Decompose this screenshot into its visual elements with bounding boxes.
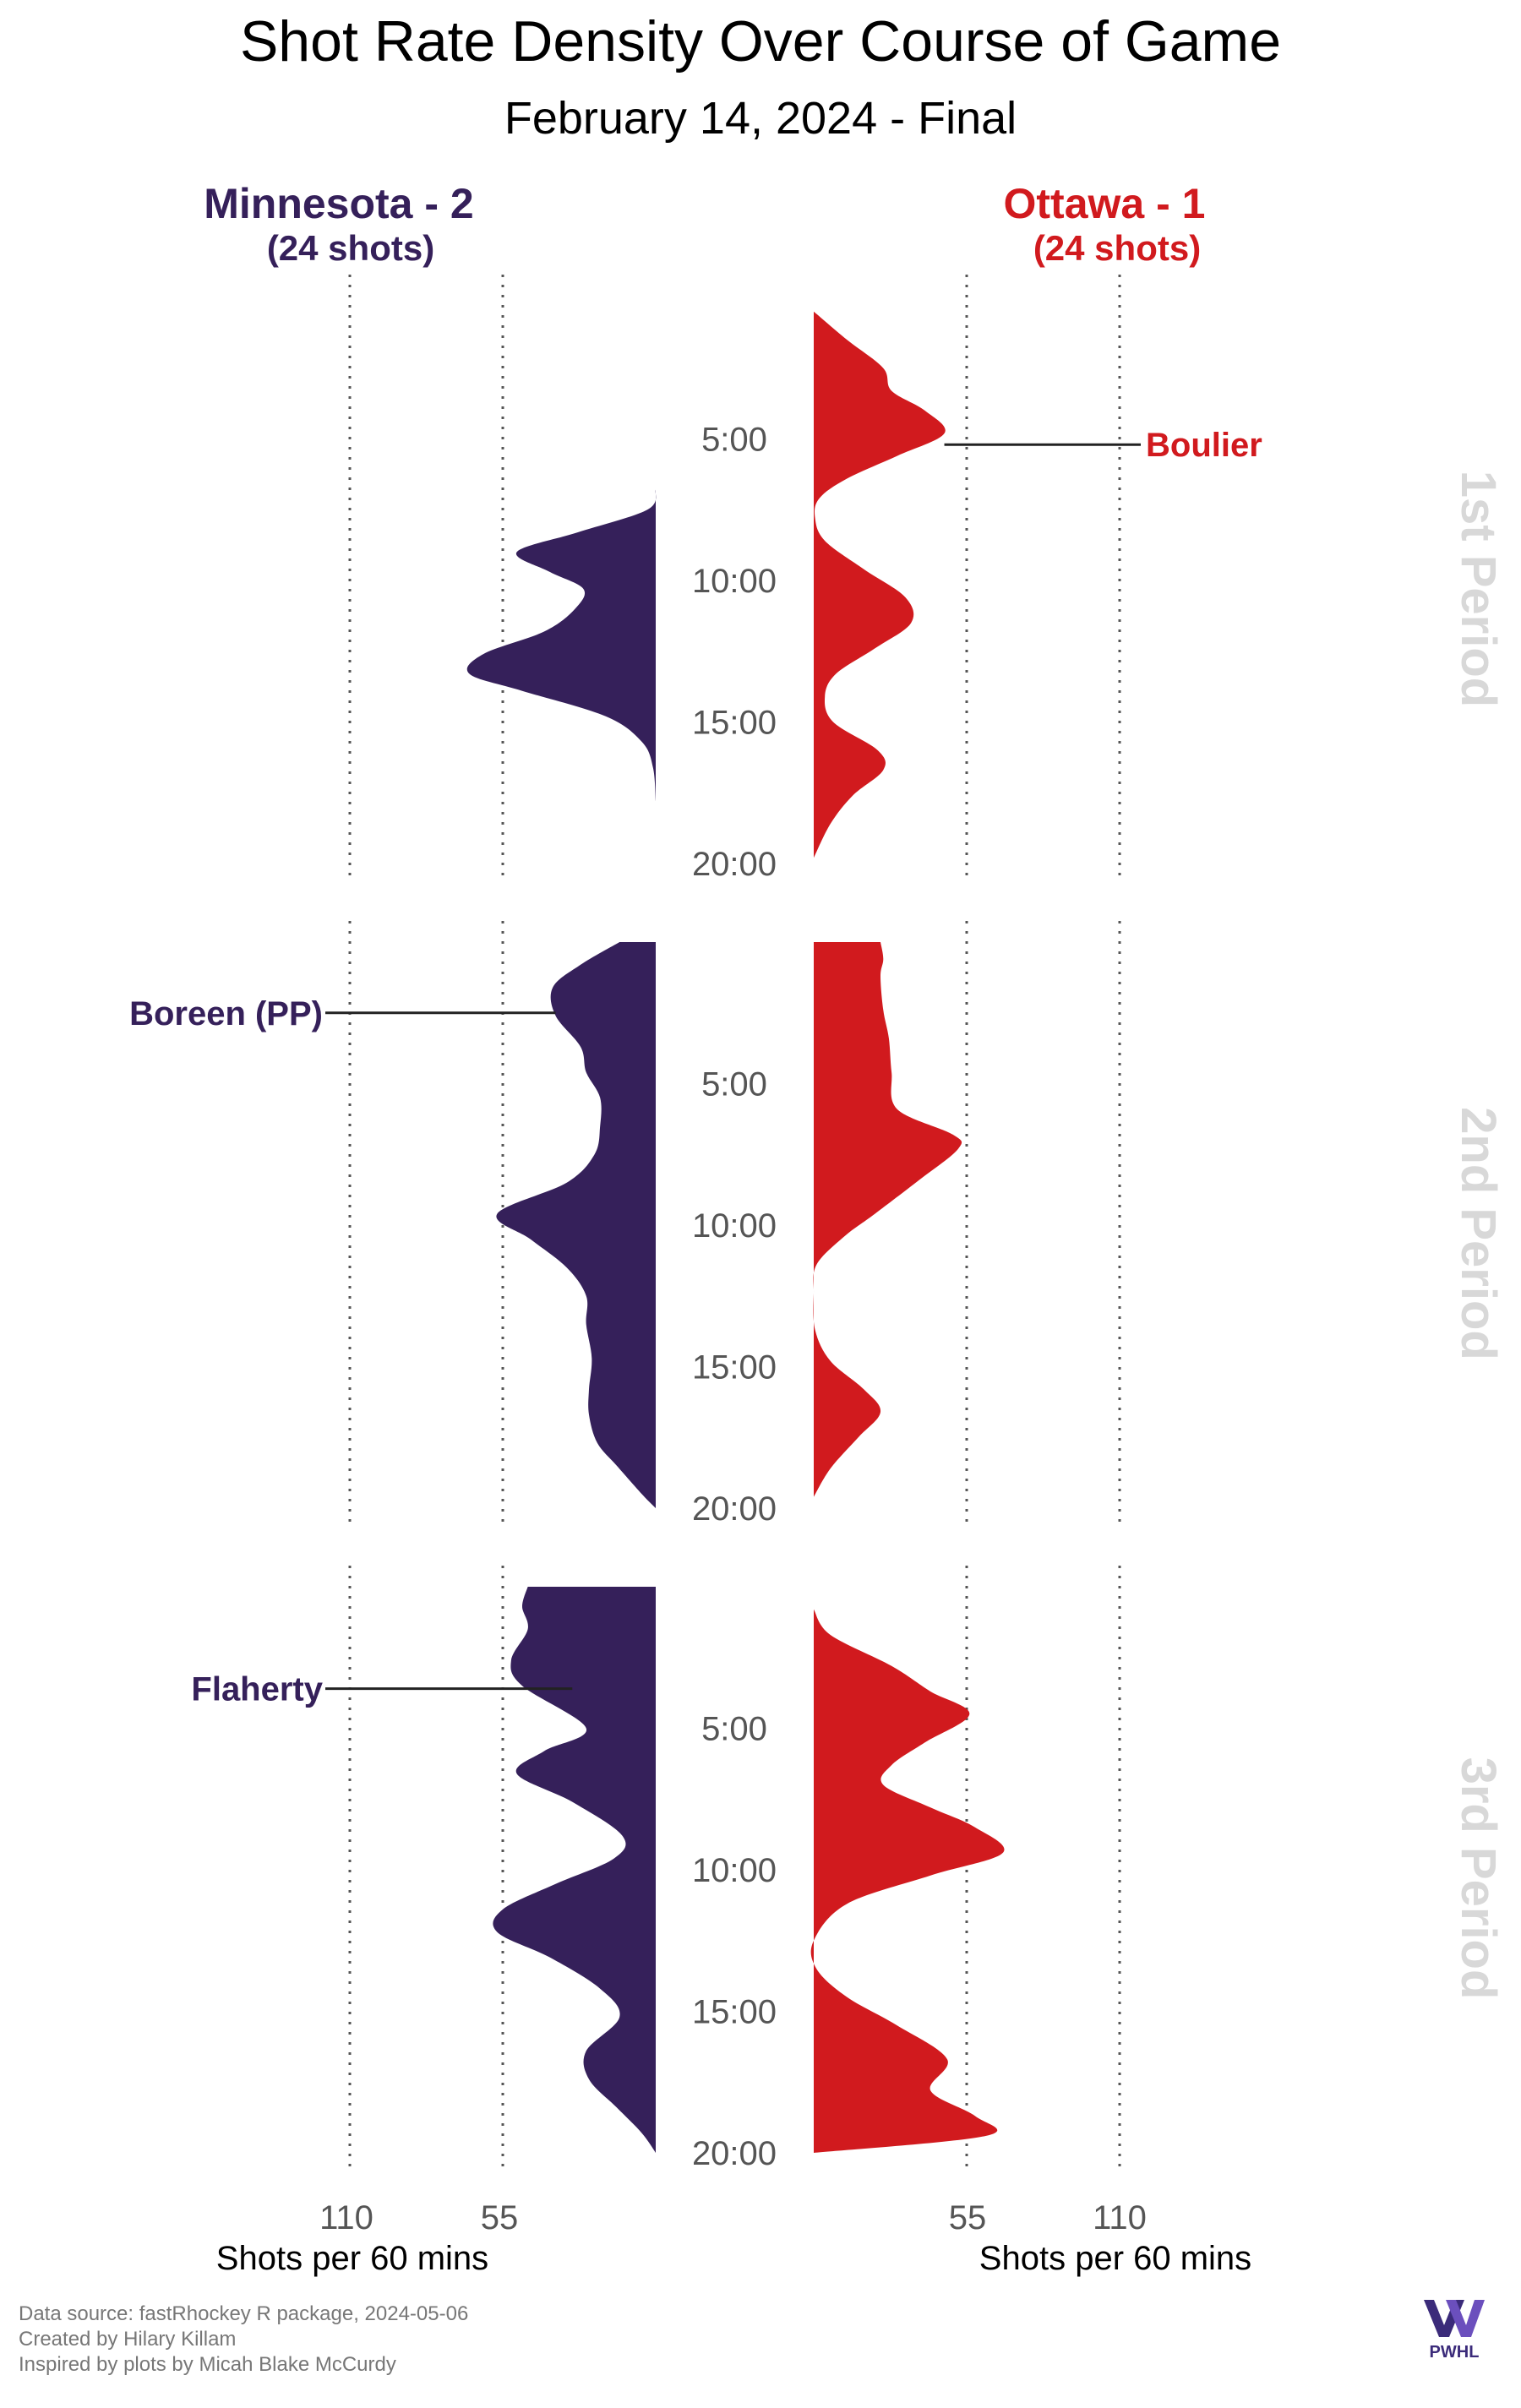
time-tick-label: 15:00 — [692, 1349, 777, 1387]
goal-label: Boreen (PP) — [129, 995, 323, 1032]
left-axis-title: Shots per 60 mins — [216, 2240, 488, 2277]
away-density-area-period-3 — [810, 1609, 1005, 2153]
left-axis-tick-55: 55 — [481, 2199, 519, 2236]
credit-inspired-by: Inspired by plots by Micah Blake McCurdy — [19, 2353, 396, 2376]
time-tick-label: 5:00 — [701, 422, 767, 459]
time-tick-label: 10:00 — [692, 563, 777, 600]
time-tick-label: 20:00 — [692, 2135, 777, 2172]
right-axis-title: Shots per 60 mins — [979, 2240, 1251, 2277]
pwhl-logo-text: PWHL — [1430, 2343, 1480, 2362]
density-areas — [466, 311, 1005, 2153]
home-density-area-period-1 — [466, 489, 657, 802]
away-shots-label: (24 shots) — [1033, 228, 1201, 268]
chart-title: Shot Rate Density Over Course of Game — [240, 9, 1281, 74]
time-tick-label: 10:00 — [692, 1207, 777, 1245]
right-axis-tick-110: 110 — [1093, 2199, 1147, 2236]
time-ticks: 5:00 10:00 15:00 20:00 5:00 10:00 15:00 20:00 5:… — [692, 422, 777, 2173]
time-tick-label: 20:00 — [692, 846, 777, 883]
period-labels: 1st Period 2nd Period 3rd Period — [1451, 471, 1506, 2000]
home-shots-label: (24 shots) — [267, 228, 434, 268]
time-tick-label: 15:00 — [692, 705, 777, 742]
period-label-1: 1st Period — [1451, 471, 1506, 707]
away-density-area-period-1 — [814, 311, 946, 858]
home-density-area-period-3 — [493, 1587, 656, 2153]
left-axis-tick-110: 110 — [319, 2199, 373, 2236]
time-tick-label: 5:00 — [701, 1066, 767, 1103]
time-tick-label: 15:00 — [692, 1994, 777, 2031]
goal-label: Flaherty — [191, 1671, 323, 1708]
right-axis-tick-55: 55 — [949, 2199, 987, 2236]
period-label-3: 3rd Period — [1451, 1757, 1506, 2000]
credit-data-source: Data source: fastRhockey R package, 2024… — [19, 2302, 468, 2325]
credit-created-by: Created by Hilary Killam — [19, 2328, 236, 2351]
time-tick-label: 5:00 — [701, 1711, 767, 1748]
away-team-label: Ottawa - 1 — [1004, 180, 1206, 227]
time-tick-label: 20:00 — [692, 1490, 777, 1528]
pwhl-logo: PWHL — [1424, 2300, 1485, 2362]
chart-subtitle: February 14, 2024 - Final — [504, 93, 1017, 144]
home-team-label: Minnesota - 2 — [204, 180, 473, 227]
goal-label: Boulier — [1146, 427, 1262, 464]
away-density-area-period-2 — [813, 942, 962, 1508]
goal-annotations: Boulier Boreen (PP) Flaherty — [129, 427, 1262, 1708]
time-tick-label: 10:00 — [692, 1852, 777, 1889]
home-density-area-period-2 — [496, 942, 656, 1508]
period-label-2: 2nd Period — [1451, 1107, 1506, 1360]
